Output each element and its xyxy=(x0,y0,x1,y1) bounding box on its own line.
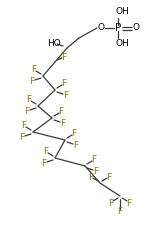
Text: F: F xyxy=(89,173,94,182)
Text: F: F xyxy=(73,141,79,150)
Text: O: O xyxy=(133,24,140,32)
Text: F: F xyxy=(61,79,66,89)
Text: F: F xyxy=(21,121,27,131)
Text: F: F xyxy=(29,76,35,86)
Text: F: F xyxy=(41,158,46,168)
Text: HO: HO xyxy=(47,39,61,47)
Text: F: F xyxy=(61,52,66,62)
Text: OH: OH xyxy=(115,39,129,49)
Text: P: P xyxy=(115,23,121,33)
Text: F: F xyxy=(58,108,64,116)
Text: F: F xyxy=(71,129,77,138)
Text: F: F xyxy=(93,166,99,175)
Text: F: F xyxy=(91,155,97,165)
Text: F: F xyxy=(24,106,30,116)
Text: F: F xyxy=(31,66,37,74)
Text: O: O xyxy=(97,24,104,32)
Text: F: F xyxy=(27,96,32,104)
Text: OH: OH xyxy=(115,7,129,17)
Text: F: F xyxy=(43,148,49,156)
Text: F: F xyxy=(63,91,69,99)
Text: F: F xyxy=(117,207,123,217)
Text: F: F xyxy=(19,133,24,141)
Text: F: F xyxy=(106,173,112,182)
Text: F: F xyxy=(108,198,114,207)
Text: F: F xyxy=(126,198,132,207)
Text: F: F xyxy=(60,118,66,128)
